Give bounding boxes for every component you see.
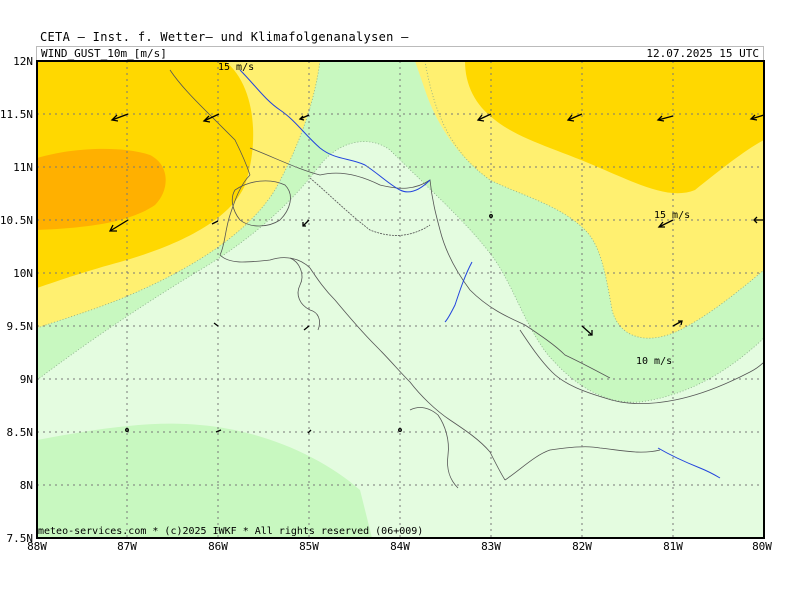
nicaragua-pacific-coast (219, 174, 506, 481)
panama-south-coast (504, 446, 661, 481)
band-orange (37, 148, 166, 230)
lake-nicaragua (231, 180, 291, 227)
coastlines (169, 69, 764, 489)
wind-arrow (202, 113, 220, 123)
wind-arrow (476, 113, 492, 122)
border-line (309, 177, 431, 236)
nicoya-peninsula (289, 257, 320, 331)
wind-arrow (656, 115, 674, 122)
x-tick-label: 88W (27, 540, 47, 553)
wind-arrow (303, 325, 310, 331)
wind-arrow (125, 428, 129, 432)
wind-arrow (215, 429, 222, 433)
y-tick-label: 8N (20, 479, 33, 492)
y-axis-labels: 12N 11.5N 11N 10.5N 10N 9.5N 9N 8.5N 8N … (0, 55, 33, 545)
y-tick-label: 9N (20, 373, 33, 386)
valid-time-label: 12.07.2025 15 UTC (646, 47, 759, 60)
y-tick-label: 12N (13, 55, 33, 68)
rivers (239, 69, 721, 479)
contour-label-group: 15 m/s 15 m/s 10 m/s (218, 62, 690, 367)
wind-arrow (489, 214, 493, 218)
wind-arrow (657, 219, 674, 228)
x-tick-label: 84W (390, 540, 410, 553)
band-light-green-sw (37, 423, 372, 538)
map-header-bar: WIND_GUST_10m_[m/s] 12.07.2025 15 UTC (36, 46, 764, 60)
y-tick-label: 10.5N (0, 214, 33, 227)
wind-arrows (108, 113, 765, 434)
y-tick-label: 8.5N (7, 426, 34, 439)
y-tick-label: 7.5N (7, 532, 34, 545)
x-tick-label: 86W (208, 540, 228, 553)
wind-arrow (110, 113, 129, 122)
wind-arrow (307, 429, 312, 434)
wind-arrow (213, 322, 219, 327)
x-tick-label: 81W (663, 540, 683, 553)
wind-arrow (672, 320, 683, 327)
wind-arrow (749, 114, 765, 121)
x-tick-label: 87W (117, 540, 137, 553)
wind-arrow (108, 219, 129, 232)
x-tick-label: 83W (481, 540, 501, 553)
x-axis-labels: 88W 87W 86W 85W 84W 83W 82W 81W 80W (27, 540, 772, 553)
contour-lines (37, 61, 764, 403)
contour-fills (37, 61, 764, 538)
band-gold-east (465, 61, 764, 194)
river-2 (444, 261, 473, 323)
footer-credit: meteo-services.com * (c)2025 IWKF * All … (38, 526, 424, 537)
osa-peninsula (409, 407, 459, 489)
wind-arrow (302, 219, 310, 227)
y-tick-label: 11.5N (0, 108, 33, 121)
y-tick-label: 11N (13, 161, 33, 174)
wind-arrow (398, 428, 402, 432)
y-tick-label: 9.5N (7, 320, 34, 333)
river-1 (239, 69, 431, 193)
parameter-label: WIND_GUST_10m_[m/s] (41, 47, 167, 60)
title: CETA – Inst. f. Wetter– und Klimafolgena… (40, 30, 409, 44)
y-tick-label: 10N (13, 267, 33, 280)
river-3 (657, 447, 721, 479)
contour-label: 15 m/s (218, 62, 254, 73)
contour-label: 15 m/s (654, 210, 690, 221)
wind-arrow (753, 216, 764, 224)
honduras-coast (169, 69, 251, 176)
contour-label: 10 m/s (636, 356, 672, 367)
wind-arrow (581, 325, 593, 336)
wind-arrow (211, 220, 219, 225)
wind-arrow (566, 113, 583, 122)
x-tick-label: 82W (572, 540, 592, 553)
caribbean-coast (249, 147, 611, 379)
x-tick-label: 80W (752, 540, 772, 553)
panama-coast (519, 329, 764, 404)
wind-arrow (298, 114, 310, 121)
lat-lon-grid (37, 61, 764, 538)
map-frame (36, 60, 765, 539)
x-tick-label: 85W (299, 540, 319, 553)
